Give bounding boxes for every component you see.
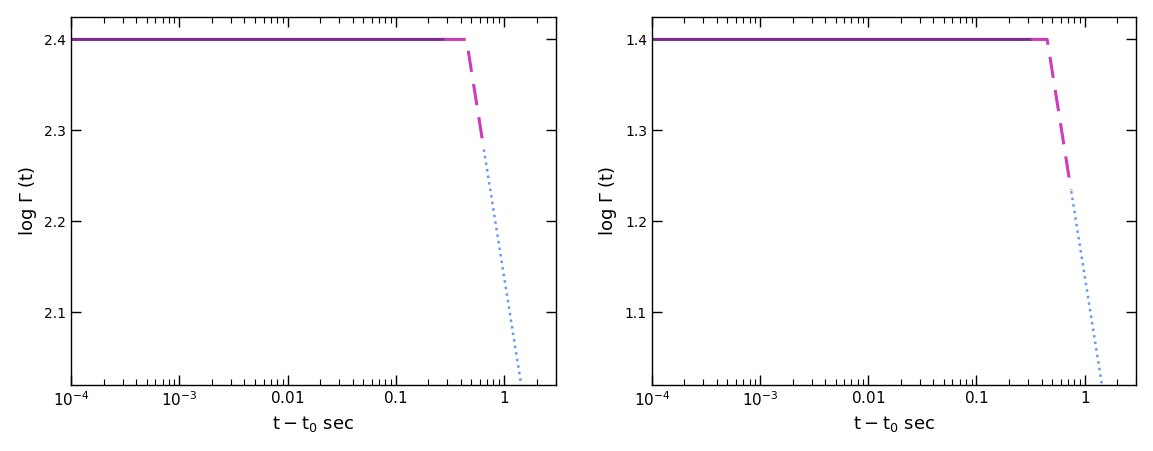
Y-axis label: log $\Gamma$ (t): log $\Gamma$ (t) — [597, 166, 619, 236]
Y-axis label: log $\Gamma$ (t): log $\Gamma$ (t) — [16, 166, 39, 236]
X-axis label: $\mathrm{t-t_0}$ sec: $\mathrm{t-t_0}$ sec — [853, 414, 935, 434]
X-axis label: $\mathrm{t-t_0}$ sec: $\mathrm{t-t_0}$ sec — [272, 414, 354, 434]
